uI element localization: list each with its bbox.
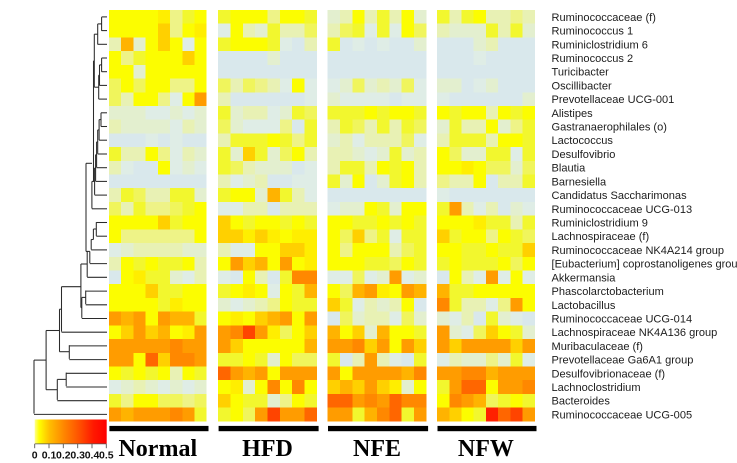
svg-text:0.2: 0.2 [56, 450, 71, 462]
svg-text:Ruminococcus 1: Ruminococcus 1 [552, 26, 634, 38]
svg-text:Gastranaerophilales (o): Gastranaerophilales (o) [552, 122, 667, 134]
svg-text:Ruminococcaceae UCG-005: Ruminococcaceae UCG-005 [552, 409, 693, 421]
svg-text:Lachnospiraceae (f): Lachnospiraceae (f) [552, 231, 650, 243]
svg-text:Normal: Normal [118, 436, 197, 462]
svg-text:Oscillibacter: Oscillibacter [552, 80, 612, 92]
svg-text:Ruminiclostridium 6: Ruminiclostridium 6 [552, 39, 648, 51]
svg-text:Barnesiella: Barnesiella [552, 176, 608, 188]
svg-text:[Eubacterium] coprostanoligene: [Eubacterium] coprostanoligenes group [552, 259, 737, 271]
svg-text:Phascolarctobacterium: Phascolarctobacterium [552, 286, 664, 298]
svg-text:Ruminiclostridium 9: Ruminiclostridium 9 [552, 218, 648, 230]
svg-text:0.5: 0.5 [99, 450, 114, 462]
svg-text:Ruminococcus 2: Ruminococcus 2 [552, 53, 634, 65]
svg-text:Prevotellaceae UCG-001: Prevotellaceae UCG-001 [552, 94, 675, 106]
svg-text:0.3: 0.3 [70, 450, 85, 462]
svg-text:Akkermansia: Akkermansia [552, 272, 617, 284]
svg-text:NFW: NFW [458, 436, 514, 462]
svg-text:Lachnoclostridium: Lachnoclostridium [552, 382, 641, 394]
svg-text:Muribaculaceae (f): Muribaculaceae (f) [552, 341, 643, 353]
svg-text:Ruminococcaceae (f): Ruminococcaceae (f) [552, 12, 656, 24]
svg-text:HFD: HFD [242, 436, 293, 462]
svg-text:0.4: 0.4 [85, 450, 100, 462]
svg-text:Desulfovibrionaceae (f): Desulfovibrionaceae (f) [552, 368, 666, 380]
svg-text:Ruminococcaceae NK4A214 group: Ruminococcaceae NK4A214 group [552, 245, 725, 257]
svg-text:Lactobacillus: Lactobacillus [552, 300, 616, 312]
svg-text:Ruminococcaceae UCG-014: Ruminococcaceae UCG-014 [552, 314, 693, 326]
svg-text:Ruminococcaceae UCG-013: Ruminococcaceae UCG-013 [552, 204, 693, 216]
svg-text:Bacteroides: Bacteroides [552, 396, 611, 408]
svg-text:Alistipes: Alistipes [552, 108, 594, 120]
svg-text:Turicibacter: Turicibacter [552, 67, 610, 79]
svg-text:Blautia: Blautia [552, 163, 587, 175]
svg-text:0.1: 0.1 [42, 450, 57, 462]
svg-text:Desulfovibrio: Desulfovibrio [552, 149, 616, 161]
svg-text:Lactococcus: Lactococcus [552, 135, 614, 147]
svg-text:Candidatus Saccharimonas: Candidatus Saccharimonas [552, 190, 688, 202]
svg-text:NFE: NFE [353, 436, 401, 462]
svg-text:Lachnospiraceae NK4A136 group: Lachnospiraceae NK4A136 group [552, 327, 718, 339]
svg-text:Prevotellaceae Ga6A1 group: Prevotellaceae Ga6A1 group [552, 355, 694, 367]
svg-text:0: 0 [32, 450, 38, 462]
